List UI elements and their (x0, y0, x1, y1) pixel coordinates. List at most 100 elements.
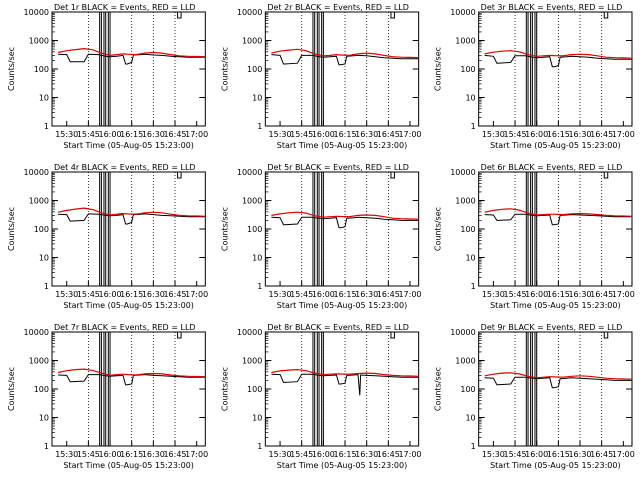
gap-marker (312, 331, 316, 447)
gap-marker (103, 171, 107, 287)
y-tick-label: 1000 (455, 197, 475, 206)
x-tick-label: 16:30 (142, 130, 165, 139)
y-tick-label: 1000 (242, 37, 262, 46)
x-tick-label: 16:15 (333, 450, 356, 459)
detector-panel-9: Det 9r BLACK = Events, RED = LLD 1 10 100 10… (434, 323, 635, 470)
y-tick-label: 1 (471, 282, 476, 291)
plot-frame (264, 171, 420, 287)
y-tick-label: 10 (39, 414, 49, 423)
x-axis-label: Start Time (05-Aug-05 15:23:00) (490, 301, 621, 310)
y-tick-label: 1000 (242, 197, 262, 206)
gap-marker (534, 11, 538, 127)
detector-panel-8: Det 8r BLACK = Events, RED = LLD 1 10 100 10… (220, 323, 421, 470)
x-tick-label: 15:30 (482, 130, 505, 139)
x-tick-label: 15:30 (269, 450, 292, 459)
top-marker (603, 171, 609, 179)
x-tick-label: 16:15 (547, 130, 570, 139)
y-tick-label: 1000 (29, 357, 49, 366)
y-axis-label: Counts/sec (7, 367, 16, 411)
detector-panel-7: Det 7r BLACK = Events, RED = LLD 1 10 100 10… (7, 323, 208, 470)
y-tick-label: 1 (44, 282, 49, 291)
y-axis-label: Counts/sec (434, 367, 443, 411)
y-tick-label: 10000 (237, 8, 262, 17)
gap-marker (99, 331, 102, 447)
x-axis-label: Start Time (05-Aug-05 15:23:00) (63, 461, 194, 470)
y-tick-label: 1 (44, 442, 49, 451)
series-line-events (58, 374, 206, 386)
plot-frame (264, 331, 420, 447)
series-line-lld (57, 368, 206, 378)
series-line-events (484, 213, 632, 226)
y-tick-label: 10 (465, 254, 475, 263)
y-tick-label: 100 (34, 225, 49, 234)
series-line-lld (484, 208, 633, 217)
series-line-lld (57, 207, 206, 217)
detector-panel-5: Det 5r BLACK = Events, RED = LLD 1 10 100 10… (220, 163, 421, 310)
y-tick-label: 1 (471, 442, 476, 451)
y-tick-label: 10 (252, 94, 262, 103)
series-line-lld (57, 47, 206, 58)
y-tick-label: 10000 (450, 328, 475, 337)
gap-marker (321, 171, 324, 287)
x-axis-label: Start Time (05-Aug-05 15:23:00) (277, 461, 408, 470)
y-axis-label: Counts/sec (7, 47, 16, 91)
x-tick-label: 17:00 (398, 450, 421, 459)
top-marker (390, 11, 395, 19)
x-tick-label: 15:30 (55, 290, 78, 299)
gap-marker (321, 331, 324, 447)
x-tick-label: 16:30 (568, 290, 591, 299)
chart-title: Det 9r BLACK = Events, RED = LLD (481, 323, 623, 332)
x-tick-label: 16:45 (377, 290, 400, 299)
plot-frame (478, 11, 633, 127)
x-tick-label: 15:30 (482, 290, 505, 299)
chart-title: Det 4r BLACK = Events, RED = LLD (54, 163, 196, 172)
x-tick-label: 16:15 (547, 290, 570, 299)
y-tick-label: 10000 (237, 328, 262, 337)
x-tick-label: 16:30 (142, 290, 165, 299)
gap-marker (107, 331, 111, 447)
x-tick-label: 15:45 (77, 290, 100, 299)
x-tick-label: 16:45 (163, 450, 186, 459)
detector-panel-2: Det 2r BLACK = Events, RED = LLD 1 10 100 10… (220, 3, 421, 150)
y-tick-label: 1 (44, 122, 49, 131)
x-tick-label: 16:15 (547, 450, 570, 459)
y-tick-label: 10 (465, 414, 475, 423)
x-tick-label: 16:00 (99, 450, 122, 459)
y-tick-label: 100 (34, 65, 49, 74)
series-line-events (484, 376, 632, 389)
x-tick-label: 15:45 (290, 290, 313, 299)
plot-frame (51, 171, 206, 287)
y-tick-label: 100 (34, 385, 49, 394)
x-tick-label: 17:00 (185, 290, 208, 299)
gap-marker (316, 171, 320, 287)
series-line-events (271, 373, 419, 396)
y-tick-label: 100 (460, 225, 475, 234)
y-tick-label: 10000 (237, 168, 262, 177)
y-tick-label: 1000 (242, 357, 262, 366)
gap-marker (103, 331, 107, 447)
top-marker (603, 11, 609, 19)
gap-marker (107, 171, 111, 287)
x-tick-label: 17:00 (612, 130, 635, 139)
x-tick-label: 15:45 (290, 130, 313, 139)
gap-marker (99, 11, 102, 127)
chart-title: Det 1r BLACK = Events, RED = LLD (54, 3, 196, 12)
x-tick-label: 16:45 (590, 450, 613, 459)
top-marker (177, 171, 182, 179)
detector-panel-1: Det 1r BLACK = Events, RED = LLD 1 10 100 10… (7, 3, 208, 150)
y-tick-label: 1000 (29, 197, 49, 206)
x-tick-label: 15:45 (290, 450, 313, 459)
plot-frame (51, 331, 206, 447)
x-tick-label: 15:45 (504, 130, 527, 139)
chart-title: Det 5r BLACK = Events, RED = LLD (267, 163, 409, 172)
x-tick-label: 17:00 (612, 290, 635, 299)
x-axis-label: Start Time (05-Aug-05 15:23:00) (63, 301, 194, 310)
y-axis-label: Counts/sec (220, 367, 229, 411)
x-tick-label: 16:45 (163, 130, 186, 139)
y-tick-label: 1000 (455, 37, 475, 46)
detector-panel-4: Det 4r BLACK = Events, RED = LLD 1 10 100 10… (7, 163, 208, 310)
top-marker (390, 331, 395, 339)
detector-panel-3: Det 3r BLACK = Events, RED = LLD 1 10 100 10… (434, 3, 635, 150)
x-tick-label: 15:45 (77, 450, 100, 459)
gap-marker (534, 331, 538, 447)
